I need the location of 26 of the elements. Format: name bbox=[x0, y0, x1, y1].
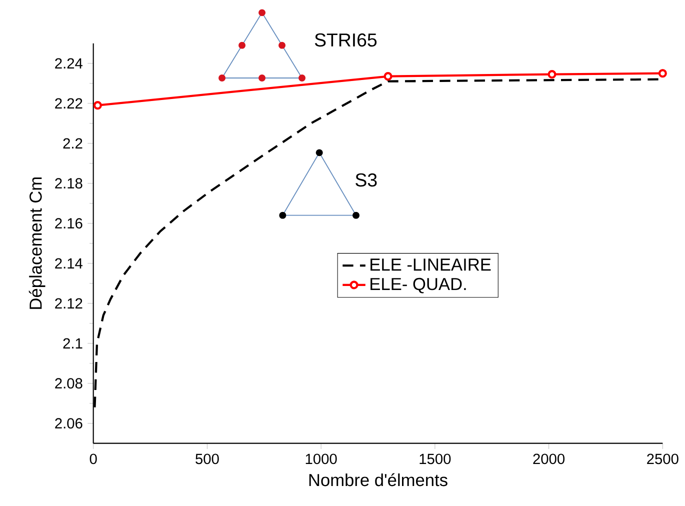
y-tick-label: 2.2 bbox=[63, 138, 82, 148]
point bbox=[93, 101, 102, 110]
y-tick-label: 2.22 bbox=[55, 98, 82, 108]
y-tick-label: 2.16 bbox=[55, 218, 82, 229]
y-tick-label: 2.08 bbox=[55, 378, 82, 389]
legend-label: ELE- QUAD. bbox=[370, 278, 466, 294]
x-tick-label: 1500 bbox=[420, 454, 451, 464]
y-tick-label: 2.12 bbox=[55, 298, 82, 308]
x-tick-label: 2000 bbox=[533, 454, 565, 464]
y-tick-label: 2.06 bbox=[55, 418, 82, 429]
point bbox=[384, 72, 392, 81]
x-tick-label: 500 bbox=[196, 454, 219, 464]
annotation: STRI65 bbox=[314, 33, 377, 47]
x-tick-label: 1000 bbox=[306, 454, 337, 464]
y-axis-title: Déplacement Cm bbox=[28, 178, 46, 309]
x-axis-title: Nombre d'élments bbox=[309, 473, 448, 486]
point bbox=[548, 70, 556, 79]
point bbox=[658, 69, 667, 78]
y-tick-label: 2.14 bbox=[55, 258, 82, 268]
legend-label: ELE -LINEAIRE bbox=[370, 258, 491, 271]
y-tick-label: 2.24 bbox=[55, 58, 82, 68]
y-tick-label: 2.18 bbox=[55, 178, 82, 189]
x-tick-label: 0 bbox=[90, 454, 97, 464]
x-tick-label: 2500 bbox=[647, 454, 678, 464]
y-tick-label: 2.1 bbox=[63, 338, 82, 348]
annotation: S3 bbox=[356, 173, 377, 187]
